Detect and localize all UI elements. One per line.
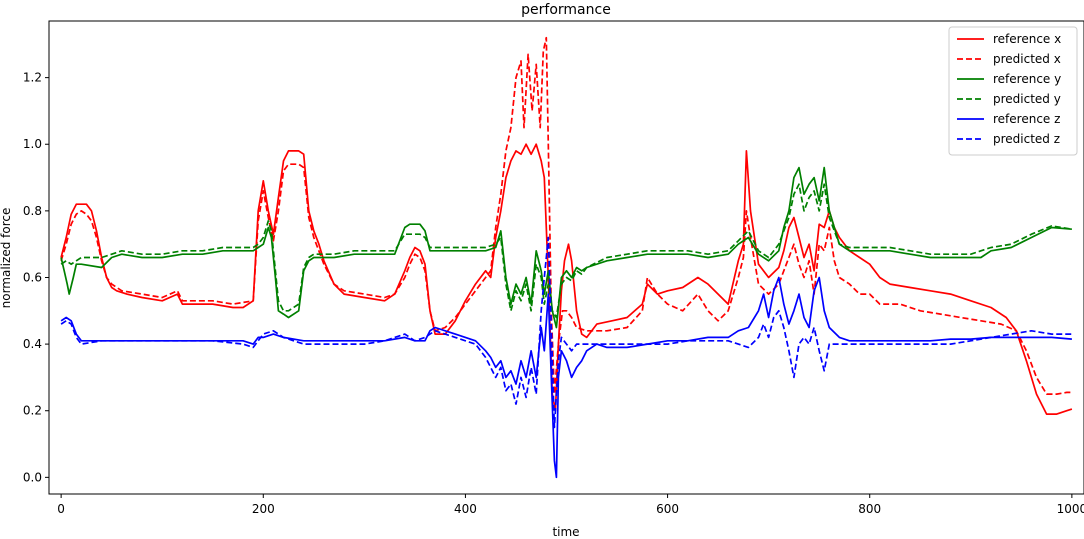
x-axis: 0 200 400 600 800 1000: [57, 494, 1084, 516]
y-tick-label: 0.8: [23, 204, 42, 218]
y-tick-label: 1.2: [23, 71, 42, 85]
x-tick-label: 400: [454, 502, 477, 516]
x-tick-label: 600: [656, 502, 679, 516]
y-tick-label: 0.6: [23, 270, 42, 284]
series-line-reference-z: [60, 276, 1072, 479]
legend-label: predicted z: [993, 132, 1060, 146]
plot-area: [60, 36, 1073, 479]
legend-label: reference y: [993, 72, 1061, 86]
series-line-predicted-y: [60, 183, 1073, 319]
series-line-predicted-z: [60, 236, 1072, 429]
legend-label: predicted y: [993, 92, 1061, 106]
legend-label: reference z: [993, 112, 1060, 126]
y-axis: 0.0 0.2 0.4 0.6 0.8 1.0 1.2: [23, 71, 49, 484]
y-tick-label: 0.4: [23, 337, 42, 351]
legend-label: predicted x: [993, 52, 1061, 66]
x-tick-label: 1000: [1057, 502, 1084, 516]
series-line-reference-y: [60, 166, 1072, 329]
x-tick-label: 200: [252, 502, 275, 516]
y-tick-label: 0.2: [23, 404, 42, 418]
y-tick-label: 0.0: [23, 470, 42, 484]
y-axis-label: normalized force: [0, 208, 13, 309]
x-tick-label: 800: [858, 502, 881, 516]
chart-title: performance: [521, 2, 611, 18]
legend-label: reference x: [993, 32, 1061, 46]
x-tick-label: 0: [57, 502, 65, 516]
legend: reference x predicted x reference y predict…: [948, 26, 1078, 156]
y-tick-label: 1.0: [23, 137, 42, 151]
plot-frame: [48, 20, 1084, 495]
x-axis-label: time: [552, 525, 579, 539]
